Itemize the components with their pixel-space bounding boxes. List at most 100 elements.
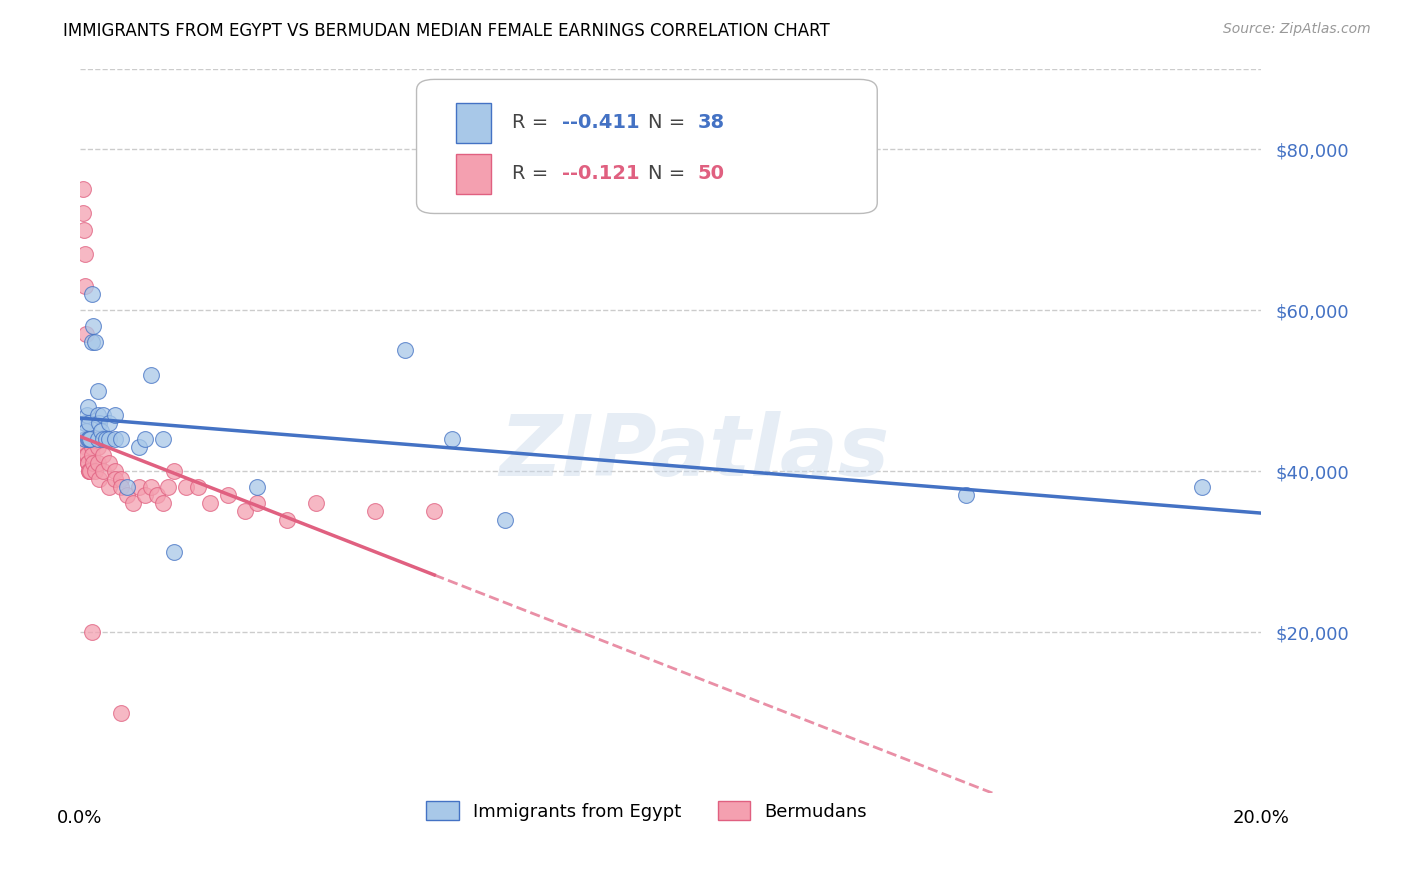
Text: R =: R =	[512, 113, 555, 132]
Point	[104, 432, 127, 446]
Point	[955, 488, 977, 502]
Point	[152, 432, 174, 446]
FancyBboxPatch shape	[416, 79, 877, 213]
Point	[86, 440, 108, 454]
Text: --0.121: --0.121	[562, 164, 640, 183]
Point	[79, 432, 101, 446]
Point	[73, 246, 96, 260]
Point	[139, 480, 162, 494]
Point	[76, 456, 98, 470]
Point	[86, 408, 108, 422]
Point	[86, 432, 108, 446]
Point	[75, 416, 97, 430]
Point	[110, 480, 132, 494]
Point	[93, 408, 115, 422]
Point	[93, 432, 115, 446]
Point	[77, 464, 100, 478]
Point	[98, 416, 121, 430]
Text: N =: N =	[648, 113, 692, 132]
Point	[145, 488, 167, 502]
Text: 50: 50	[697, 164, 724, 183]
Text: 38: 38	[697, 113, 725, 132]
Point	[174, 480, 197, 494]
Point	[115, 488, 138, 502]
Point	[80, 440, 103, 454]
Point	[86, 384, 108, 398]
Point	[198, 496, 221, 510]
Point	[115, 480, 138, 494]
Point	[93, 464, 115, 478]
Point	[104, 408, 127, 422]
Point	[73, 432, 96, 446]
Point	[87, 472, 110, 486]
Point	[394, 343, 416, 358]
Point	[364, 504, 387, 518]
Point	[75, 432, 97, 446]
Point	[77, 456, 100, 470]
Point	[1191, 480, 1213, 494]
Text: R =: R =	[512, 164, 555, 183]
Point	[79, 464, 101, 478]
Point	[110, 472, 132, 486]
Point	[76, 408, 98, 422]
Point	[75, 440, 97, 454]
Text: N =: N =	[648, 164, 692, 183]
Point	[96, 432, 118, 446]
Point	[276, 512, 298, 526]
Point	[122, 496, 145, 510]
Point	[82, 456, 104, 470]
Point	[77, 432, 100, 446]
Point	[83, 335, 105, 350]
Point	[440, 432, 463, 446]
Text: Source: ZipAtlas.com: Source: ZipAtlas.com	[1223, 22, 1371, 37]
Point	[134, 432, 156, 446]
Point	[82, 319, 104, 334]
Point	[72, 182, 94, 196]
Point	[246, 496, 269, 510]
Point	[128, 440, 150, 454]
Point	[233, 504, 256, 518]
Point	[75, 279, 97, 293]
Point	[80, 335, 103, 350]
Point	[157, 480, 180, 494]
Point	[163, 545, 186, 559]
Point	[80, 432, 103, 446]
Point	[76, 448, 98, 462]
Point	[76, 400, 98, 414]
Point	[110, 432, 132, 446]
Point	[72, 206, 94, 220]
Point	[90, 424, 112, 438]
Point	[75, 424, 97, 438]
Point	[246, 480, 269, 494]
Point	[86, 456, 108, 470]
Point	[187, 480, 209, 494]
Point	[494, 512, 516, 526]
Text: ZIPatlas: ZIPatlas	[499, 411, 889, 494]
Point	[73, 222, 96, 236]
Point	[98, 432, 121, 446]
Point	[93, 448, 115, 462]
Point	[75, 448, 97, 462]
Point	[139, 368, 162, 382]
Point	[77, 432, 100, 446]
Text: --0.411: --0.411	[562, 113, 640, 132]
Point	[104, 472, 127, 486]
Point	[128, 480, 150, 494]
Text: IMMIGRANTS FROM EGYPT VS BERMUDAN MEDIAN FEMALE EARNINGS CORRELATION CHART: IMMIGRANTS FROM EGYPT VS BERMUDAN MEDIAN…	[63, 22, 830, 40]
Point	[80, 287, 103, 301]
Point	[305, 496, 328, 510]
FancyBboxPatch shape	[456, 103, 491, 143]
Point	[104, 464, 127, 478]
Point	[87, 416, 110, 430]
Point	[79, 464, 101, 478]
Point	[152, 496, 174, 510]
Point	[80, 625, 103, 640]
Point	[98, 456, 121, 470]
Point	[217, 488, 239, 502]
Point	[83, 464, 105, 478]
Point	[80, 448, 103, 462]
Point	[423, 504, 446, 518]
Point	[163, 464, 186, 478]
Point	[110, 706, 132, 720]
Point	[75, 327, 97, 342]
